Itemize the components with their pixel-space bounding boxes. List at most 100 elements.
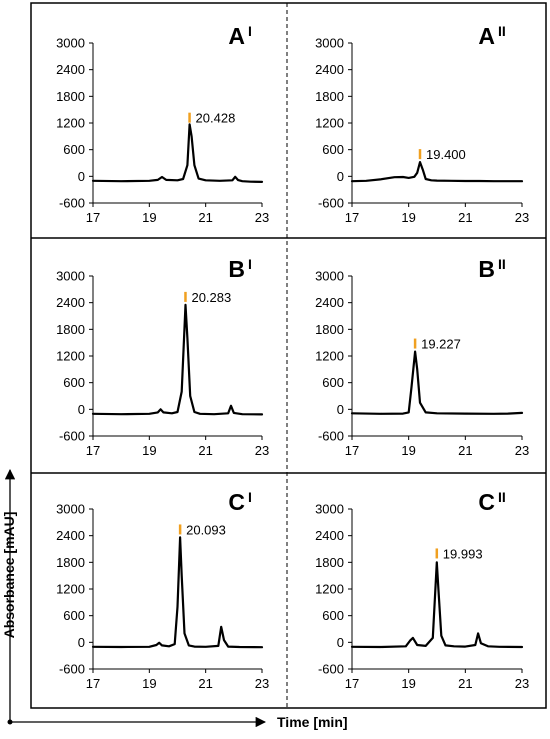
x-tick-label: 23 <box>255 210 269 225</box>
panel-roman-numeral: II <box>498 256 506 272</box>
y-tick-label: 2400 <box>56 62 85 77</box>
x-tick-label: 17 <box>86 676 100 691</box>
panel-c-ii: -600 0 600 1200 1800 2400 3000 17 19 21 23 19.993 C I… <box>315 489 529 691</box>
peak-retention-label: 19.400 <box>426 147 466 162</box>
y-tick-label: 1800 <box>56 322 85 337</box>
y-tick-label: 1200 <box>315 349 344 364</box>
x-tick-label: 19 <box>142 443 156 458</box>
peak-retention-label: 20.428 <box>196 111 236 126</box>
chromatogram-trace <box>91 123 264 183</box>
x-tick-label: 21 <box>198 210 212 225</box>
x-tick-label: 23 <box>515 443 529 458</box>
y-tick-label: 2400 <box>315 295 344 310</box>
y-tick-label: -600 <box>59 429 85 444</box>
chromatogram-trace <box>350 561 524 649</box>
panel-a-i: -600 0 600 1200 1800 2400 3000 17 19 21 23 20.428 A I <box>56 23 269 225</box>
panel-roman-numeral: I <box>248 23 252 39</box>
y-tick-label: 2400 <box>315 528 344 543</box>
y-axis-title: Absorbance [mAU] <box>1 512 17 639</box>
y-tick-label: 600 <box>63 142 85 157</box>
y-tick-label: 3000 <box>315 269 344 284</box>
y-tick-label: 2400 <box>315 62 344 77</box>
x-tick-label: 19 <box>142 210 156 225</box>
y-tick-label: 2400 <box>56 528 85 543</box>
x-tick-label: 21 <box>198 676 212 691</box>
y-tick-label: 3000 <box>56 269 85 284</box>
y-tick-label: -600 <box>318 662 344 677</box>
panel-letter: B <box>228 256 245 282</box>
panel-letter: A <box>228 23 245 49</box>
x-tick-label: 23 <box>255 676 269 691</box>
y-tick-label: 1800 <box>56 89 85 104</box>
y-tick-label: 3000 <box>56 502 85 517</box>
panel-a-ii: -600 0 600 1200 1800 2400 3000 17 19 21 23 19.400 A I… <box>315 23 529 225</box>
x-tick-label: 23 <box>515 210 529 225</box>
y-tick-label: 0 <box>78 169 85 184</box>
x-tick-label: 19 <box>142 676 156 691</box>
panel-letter: A <box>478 23 495 49</box>
axes-origin-dot <box>7 719 13 725</box>
peak-retention-label: 20.283 <box>191 290 231 305</box>
x-tick-label: 17 <box>86 210 100 225</box>
y-tick-label: 600 <box>63 608 85 623</box>
y-tick-label: 1200 <box>315 582 344 597</box>
panel-roman-numeral: II <box>498 23 506 39</box>
panel-roman-numeral: I <box>248 256 252 272</box>
x-tick-label: 19 <box>401 210 415 225</box>
panel-roman-numeral: I <box>248 489 252 505</box>
y-tick-label: 0 <box>78 635 85 650</box>
y-tick-label: 1800 <box>315 322 344 337</box>
peak-retention-label: 19.993 <box>443 546 483 561</box>
y-tick-label: 3000 <box>315 36 344 51</box>
figure-frame <box>30 2 547 709</box>
x-tick-label: 23 <box>255 443 269 458</box>
x-tick-label: 17 <box>345 443 359 458</box>
chromatogram-trace <box>350 161 524 183</box>
x-tick-label: 17 <box>345 210 359 225</box>
peak-retention-label: 20.093 <box>186 522 226 537</box>
x-axis-title: Time [min] <box>277 714 348 730</box>
y-tick-label: 2400 <box>56 295 85 310</box>
y-tick-label: 3000 <box>315 502 344 517</box>
x-tick-label: 21 <box>198 443 212 458</box>
x-tick-label: 17 <box>86 443 100 458</box>
x-tick-label: 23 <box>515 676 529 691</box>
y-tick-label: 1800 <box>315 89 344 104</box>
chromatogram-trace <box>91 536 264 649</box>
y-tick-label: 600 <box>322 142 344 157</box>
y-tick-label: 0 <box>337 169 344 184</box>
panel-letter: B <box>478 256 495 282</box>
chromatogram-trace <box>91 303 264 416</box>
y-tick-label: 1200 <box>56 582 85 597</box>
x-tick-label: 17 <box>345 676 359 691</box>
peak-retention-label: 19.227 <box>421 337 461 352</box>
y-tick-label: 1200 <box>315 116 344 131</box>
x-tick-label: 21 <box>458 443 472 458</box>
y-tick-label: 3000 <box>56 36 85 51</box>
x-tick-label: 21 <box>458 210 472 225</box>
y-tick-label: 1200 <box>56 349 85 364</box>
y-tick-label: 600 <box>322 608 344 623</box>
y-tick-label: 0 <box>337 402 344 417</box>
y-tick-label: -600 <box>318 196 344 211</box>
panel-b-i: -600 0 600 1200 1800 2400 3000 17 19 21 23 20.283 B I <box>56 256 269 458</box>
panel-letter: C <box>478 489 495 515</box>
y-tick-label: 600 <box>63 375 85 390</box>
x-tick-label: 21 <box>458 676 472 691</box>
x-tick-label: 19 <box>401 676 415 691</box>
y-tick-label: -600 <box>59 196 85 211</box>
panel-letter: C <box>228 489 245 515</box>
y-tick-label: -600 <box>59 662 85 677</box>
y-tick-label: 1200 <box>56 116 85 131</box>
y-tick-label: 1800 <box>315 555 344 570</box>
panel-roman-numeral: II <box>498 489 506 505</box>
panel-b-ii: -600 0 600 1200 1800 2400 3000 17 19 21 23 19.227 B I… <box>315 256 529 458</box>
y-tick-label: 0 <box>337 635 344 650</box>
y-tick-label: -600 <box>318 429 344 444</box>
y-tick-label: 600 <box>322 375 344 390</box>
x-tick-label: 19 <box>401 443 415 458</box>
chromatogram-trace <box>350 350 524 415</box>
y-tick-label: 1800 <box>56 555 85 570</box>
